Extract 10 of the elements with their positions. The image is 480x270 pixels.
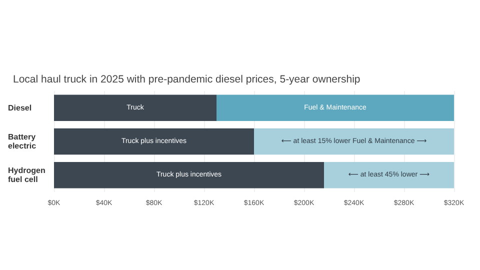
bar — [216, 94, 454, 121]
bar — [54, 128, 254, 155]
chart-title: Local haul truck in 2025 with pre-pandemic diesel prices, 5-year ownership — [13, 74, 360, 86]
bar — [54, 162, 324, 188]
y-tick-label: Diesel — [8, 103, 32, 112]
bar — [54, 94, 216, 121]
bar — [324, 162, 454, 188]
y-tick-label: Battery electric — [8, 132, 38, 150]
y-tick-label: Hydrogen fuel cell — [8, 166, 48, 184]
bar — [254, 128, 454, 155]
